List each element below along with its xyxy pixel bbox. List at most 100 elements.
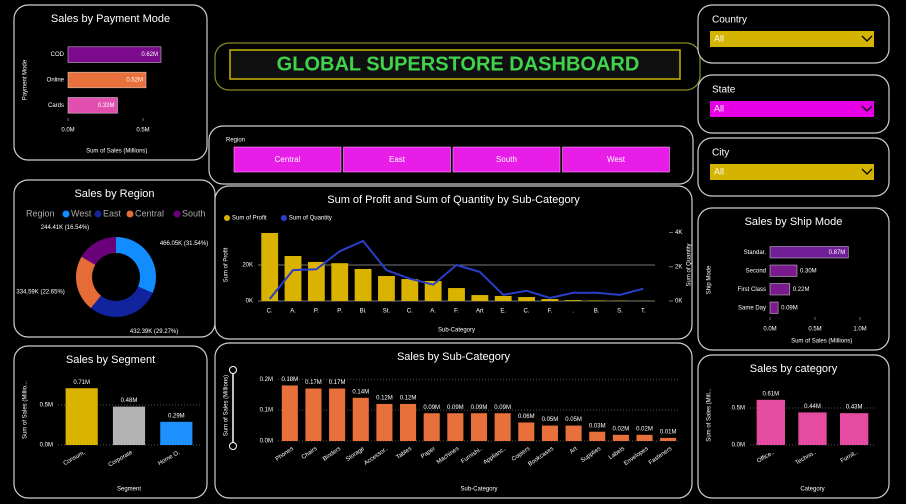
dropdown-value: All bbox=[714, 33, 724, 43]
bar bbox=[447, 413, 464, 441]
title-box bbox=[229, 49, 681, 80]
bar bbox=[331, 263, 349, 301]
x-axis-title: Sum of Sales (Millions) bbox=[791, 339, 852, 345]
data-label: 0.62M bbox=[141, 52, 158, 58]
legend-swatch bbox=[173, 210, 181, 218]
bar bbox=[518, 422, 535, 441]
slicer-option: East bbox=[389, 155, 406, 164]
dashboard-title: GLOBAL SUPERSTORE DASHBOARD bbox=[277, 53, 640, 75]
y-tick-label: 0.1M bbox=[260, 408, 273, 414]
y2-tick-label: 2K bbox=[675, 264, 682, 270]
bar bbox=[281, 385, 298, 441]
x-tick-label: Art bbox=[569, 446, 579, 456]
y-tick-label: 0K bbox=[246, 299, 253, 305]
data-label: 0.44M bbox=[804, 404, 821, 410]
y-axis-title: Payment Mode bbox=[23, 59, 29, 100]
x-axis-title: Segment bbox=[117, 487, 141, 493]
slicer-button[interactable] bbox=[562, 146, 670, 173]
y-axis-title: Sum of Sales (Mill... bbox=[707, 388, 713, 442]
data-label: 0.09M bbox=[471, 405, 488, 411]
dropdown-value: All bbox=[714, 166, 724, 176]
data-label: 334.59K (22.65%) bbox=[16, 290, 64, 296]
bar bbox=[471, 295, 489, 301]
line bbox=[268, 239, 644, 300]
bar bbox=[376, 403, 393, 441]
legend-label: Central bbox=[135, 208, 164, 218]
bar bbox=[756, 399, 785, 445]
bar bbox=[612, 434, 629, 441]
slicer-button[interactable] bbox=[343, 146, 451, 173]
x-tick-label: 0.0M bbox=[763, 327, 776, 333]
legend-label: East bbox=[103, 208, 122, 218]
chart-title: Sales by Segment bbox=[66, 354, 155, 366]
slicer-label: Region bbox=[226, 138, 245, 144]
x-tick-label: A. bbox=[430, 309, 436, 315]
bar bbox=[65, 388, 98, 445]
data-label: 0.01M bbox=[660, 429, 677, 435]
y-tick-label: 0.2M bbox=[260, 377, 273, 383]
bar bbox=[160, 421, 193, 445]
slider-handle[interactable] bbox=[229, 442, 237, 450]
data-label: 244.41K (16.54%) bbox=[41, 225, 89, 231]
y-tick-label: 0.0M bbox=[40, 443, 53, 449]
y-axis-title: Sum of Profit bbox=[224, 247, 230, 282]
dropdown-arrow bbox=[861, 35, 873, 42]
slicer-button[interactable] bbox=[233, 146, 342, 173]
bar bbox=[470, 413, 488, 441]
data-label: 0.03M bbox=[589, 423, 606, 429]
dropdown[interactable] bbox=[710, 31, 874, 47]
panel bbox=[13, 345, 208, 499]
slider-handle[interactable] bbox=[229, 366, 237, 374]
bar bbox=[588, 300, 606, 301]
y2-axis-title: Sum of Quantity bbox=[687, 243, 693, 286]
data-label: 466.05K (31.54%) bbox=[160, 241, 208, 247]
donut-slice bbox=[90, 286, 153, 317]
bar bbox=[840, 413, 869, 445]
y-tick-label: Cards bbox=[48, 103, 64, 109]
y-tick-label: Same Day bbox=[738, 305, 766, 311]
data-label: 0.48M bbox=[121, 398, 138, 404]
filter-label: City bbox=[712, 148, 729, 159]
y2-tick-label: 0K bbox=[675, 299, 682, 305]
data-label: 0.09M bbox=[781, 305, 798, 311]
data-label: 0.02M bbox=[636, 426, 653, 432]
bar bbox=[400, 403, 417, 441]
dropdown[interactable] bbox=[710, 164, 874, 180]
chart-title: Sales by category bbox=[750, 363, 838, 375]
y-axis-title: Sum of Sales (Millio... bbox=[23, 381, 29, 439]
data-label: 0.33M bbox=[98, 103, 115, 109]
bar bbox=[424, 281, 442, 301]
data-label: 0.09M bbox=[447, 405, 464, 411]
bar bbox=[660, 437, 677, 441]
data-label: 0.71M bbox=[73, 380, 90, 386]
donut-slice bbox=[81, 237, 116, 265]
x-tick-label: A. bbox=[290, 309, 296, 315]
filter-label: Country bbox=[712, 15, 747, 26]
data-label: 0.43M bbox=[846, 405, 863, 411]
legend-label: South bbox=[182, 208, 206, 218]
x-tick-label: St. bbox=[383, 309, 391, 315]
data-label: 0.61M bbox=[762, 391, 779, 397]
dropdown-arrow bbox=[861, 105, 873, 112]
y-tick-label: 20K bbox=[242, 263, 253, 269]
slicer-option: South bbox=[496, 155, 517, 164]
panel bbox=[697, 207, 890, 351]
dropdown-value: All bbox=[714, 103, 724, 113]
data-label: 0.30M bbox=[800, 268, 817, 274]
bar bbox=[589, 431, 606, 441]
x-tick-label: . bbox=[572, 309, 574, 315]
bar bbox=[305, 388, 322, 441]
x-axis-title: Category bbox=[800, 487, 824, 493]
slicer-button[interactable] bbox=[452, 146, 561, 173]
bar bbox=[401, 279, 419, 301]
chart-title: Sales by Payment Mode bbox=[51, 13, 170, 25]
bar bbox=[448, 288, 465, 301]
dropdown[interactable] bbox=[710, 101, 874, 117]
y-tick-label: Second bbox=[746, 268, 766, 274]
data-label: 0.12M bbox=[376, 396, 393, 402]
bar bbox=[541, 299, 559, 301]
y-tick-label: Online bbox=[47, 78, 65, 84]
bar bbox=[494, 413, 511, 441]
bar bbox=[352, 397, 369, 441]
